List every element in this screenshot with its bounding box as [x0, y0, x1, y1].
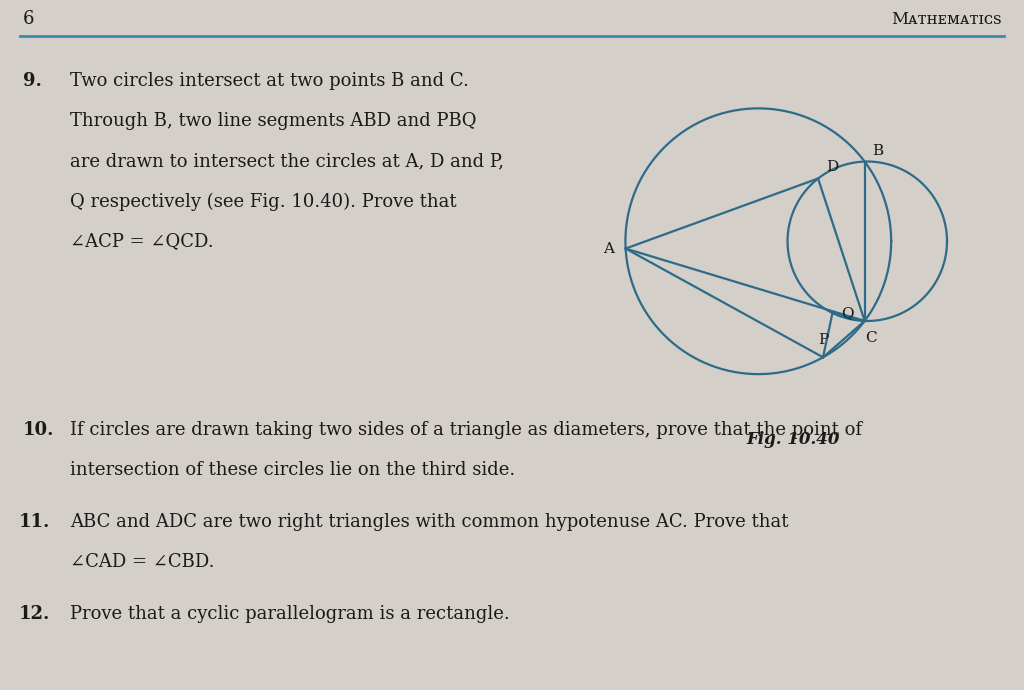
Text: Q respectively (see Fig. 10.40). Prove that: Q respectively (see Fig. 10.40). Prove t… — [70, 193, 457, 210]
Text: If circles are drawn taking two sides of a triangle as diameters, prove that the: If circles are drawn taking two sides of… — [70, 421, 861, 439]
Text: 10.: 10. — [23, 421, 54, 439]
Text: are drawn to intersect the circles at A, D and P,: are drawn to intersect the circles at A,… — [70, 152, 504, 170]
Text: 6: 6 — [23, 10, 34, 28]
Text: A: A — [603, 241, 613, 255]
Text: P: P — [818, 333, 828, 347]
Text: ABC and ADC are two right triangles with common hypotenuse AC. Prove that: ABC and ADC are two right triangles with… — [70, 513, 788, 531]
Text: Prove that a cyclic parallelogram is a rectangle.: Prove that a cyclic parallelogram is a r… — [70, 605, 509, 623]
Text: Through B, two line segments ABD and PBQ: Through B, two line segments ABD and PBQ — [70, 112, 476, 130]
Text: 11.: 11. — [18, 513, 50, 531]
Text: Two circles intersect at two points B and C.: Two circles intersect at two points B an… — [70, 72, 469, 90]
Text: 12.: 12. — [18, 605, 50, 623]
Text: ∠CAD = ∠CBD.: ∠CAD = ∠CBD. — [70, 553, 214, 571]
Text: Fig. 10.40: Fig. 10.40 — [746, 431, 841, 448]
Text: B: B — [872, 144, 884, 158]
Text: ∠ACP = ∠QCD.: ∠ACP = ∠QCD. — [70, 233, 213, 250]
Text: Mᴀᴛʜᴇᴍᴀᴛɪᴄs: Mᴀᴛʜᴇᴍᴀᴛɪᴄs — [891, 11, 1001, 28]
Text: intersection of these circles lie on the third side.: intersection of these circles lie on the… — [70, 461, 515, 479]
Text: D: D — [826, 159, 839, 174]
Text: Q: Q — [841, 306, 853, 320]
Text: 9.: 9. — [23, 72, 41, 90]
Text: C: C — [865, 331, 878, 345]
